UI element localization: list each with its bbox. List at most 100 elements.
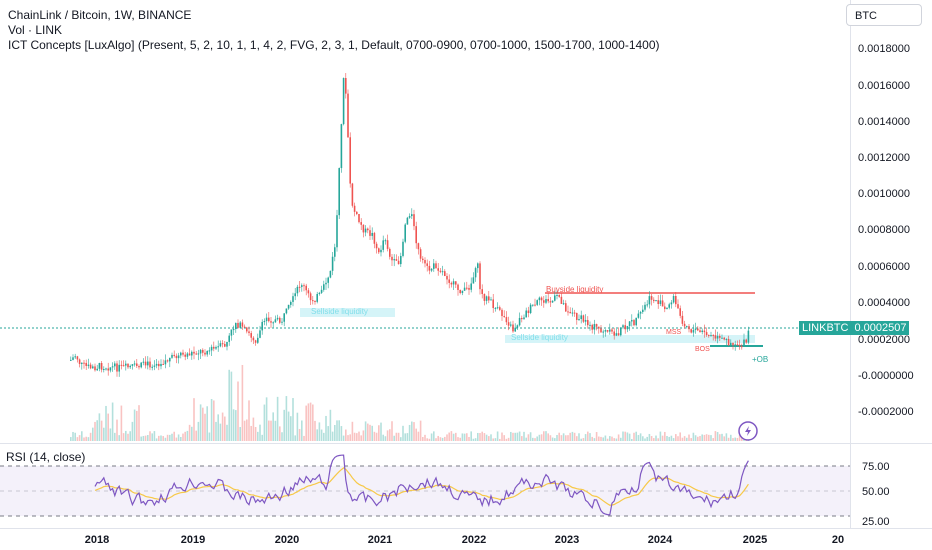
volume-bar bbox=[149, 431, 151, 441]
candle-body bbox=[747, 330, 750, 343]
volume-bar bbox=[153, 431, 156, 441]
volume-bar bbox=[202, 407, 204, 441]
candle-body bbox=[545, 299, 547, 303]
rsi-axis[interactable]: 75.00 50.00 25.00 bbox=[862, 461, 890, 528]
volume-bar bbox=[637, 435, 640, 441]
candle-body bbox=[362, 224, 365, 233]
volume-bar bbox=[327, 426, 329, 441]
volume-bar bbox=[274, 420, 277, 441]
volume-bar bbox=[598, 436, 600, 441]
candle-body bbox=[246, 327, 248, 332]
volume-bar bbox=[81, 431, 83, 441]
candle-body bbox=[232, 329, 235, 331]
time-axis[interactable]: 2018 2019 2020 2021 2022 2023 2024 2025 20 bbox=[85, 534, 844, 546]
volume-bar bbox=[565, 435, 567, 441]
volume-bar bbox=[373, 431, 376, 441]
volume-legend[interactable]: Vol · LINK bbox=[8, 23, 63, 37]
currency-scale-button[interactable]: BTC bbox=[846, 4, 922, 26]
volume-bar bbox=[98, 413, 101, 441]
candle-body bbox=[631, 320, 633, 322]
candle-body bbox=[657, 300, 659, 305]
candle-body bbox=[349, 137, 351, 184]
candle-body bbox=[551, 300, 554, 303]
candle-body bbox=[155, 363, 158, 366]
candle-body bbox=[428, 265, 431, 271]
candle-body bbox=[215, 347, 217, 349]
candle-body bbox=[138, 366, 140, 368]
candle-body bbox=[358, 213, 360, 223]
volume-bar bbox=[558, 432, 560, 441]
volume-bar bbox=[606, 438, 609, 441]
candle-body bbox=[582, 315, 585, 322]
time-tick-label: 2019 bbox=[181, 534, 205, 546]
volume-bar bbox=[703, 434, 706, 441]
price-axis[interactable]: 0.0018000 0.0016000 0.0014000 0.0012000 0.00… bbox=[858, 43, 914, 418]
volume-bar bbox=[166, 434, 169, 441]
candle-body bbox=[725, 338, 728, 340]
candle-body bbox=[708, 335, 710, 337]
candle-body bbox=[364, 228, 367, 233]
volume-bar bbox=[507, 437, 510, 441]
volume-bar bbox=[215, 421, 217, 441]
rsi-tick-label: 75.00 bbox=[862, 461, 890, 473]
volume-bar bbox=[444, 436, 446, 441]
candle-body bbox=[281, 321, 283, 323]
candle-body bbox=[496, 307, 499, 309]
rsi-legend[interactable]: RSI (14, close) bbox=[6, 450, 86, 464]
candle-body bbox=[406, 217, 409, 225]
candle-body bbox=[670, 302, 673, 305]
volume-bar bbox=[105, 405, 107, 441]
indicator-legend[interactable]: ICT Concepts [LuxAlgo] (Present, 5, 2, 1… bbox=[8, 38, 660, 52]
volume-bar bbox=[230, 371, 233, 441]
candle-body bbox=[598, 326, 600, 329]
candle-body bbox=[595, 324, 598, 327]
volume-bar bbox=[100, 420, 103, 441]
volume-bar bbox=[435, 438, 437, 441]
candle-body bbox=[334, 247, 336, 257]
volume-bar bbox=[529, 432, 532, 441]
lightning-icon[interactable] bbox=[738, 421, 758, 441]
volume-bar bbox=[362, 430, 365, 441]
last-price-badge: LINKBTC 0.0002507 bbox=[799, 321, 910, 335]
candle-body bbox=[532, 304, 534, 306]
volume-bar bbox=[642, 436, 644, 441]
candle-body bbox=[620, 327, 622, 336]
volume-bar bbox=[232, 409, 235, 441]
candle-body bbox=[488, 296, 490, 301]
candle-body bbox=[664, 306, 666, 310]
symbol-title[interactable]: ChainLink / Bitcoin, 1W, BINANCE bbox=[8, 8, 192, 22]
candle-body bbox=[723, 337, 725, 340]
rsi-band bbox=[0, 466, 850, 516]
candle-body bbox=[294, 293, 296, 297]
candle-body bbox=[613, 331, 615, 336]
candle-body bbox=[743, 339, 745, 347]
candle-body bbox=[576, 313, 578, 320]
candle-body bbox=[298, 286, 301, 288]
candle-body bbox=[569, 311, 571, 314]
candle-body bbox=[78, 359, 81, 364]
candle-body bbox=[70, 359, 72, 361]
rsi-ma-line bbox=[94, 467, 749, 506]
volume-bar bbox=[549, 435, 552, 441]
volume-bar bbox=[732, 438, 734, 441]
volume-bar bbox=[270, 420, 272, 441]
time-tick-label: 2018 bbox=[85, 534, 109, 546]
volume-bar bbox=[406, 433, 409, 441]
candle-body bbox=[578, 319, 580, 321]
volume-bar bbox=[481, 431, 483, 441]
candle-body bbox=[292, 296, 294, 302]
volume-bar bbox=[620, 437, 622, 441]
volume-bar bbox=[329, 409, 332, 441]
volume-bar bbox=[694, 435, 697, 441]
volume-bar bbox=[162, 436, 164, 441]
candle-body bbox=[490, 299, 492, 301]
volume-bar bbox=[259, 424, 261, 441]
candle-body bbox=[455, 281, 457, 285]
volume-bar bbox=[668, 436, 670, 441]
volume-bar bbox=[683, 436, 686, 441]
volume-bar bbox=[653, 438, 655, 441]
candle-body bbox=[593, 324, 596, 330]
volume-bar bbox=[182, 433, 184, 441]
candle-body bbox=[507, 322, 510, 326]
